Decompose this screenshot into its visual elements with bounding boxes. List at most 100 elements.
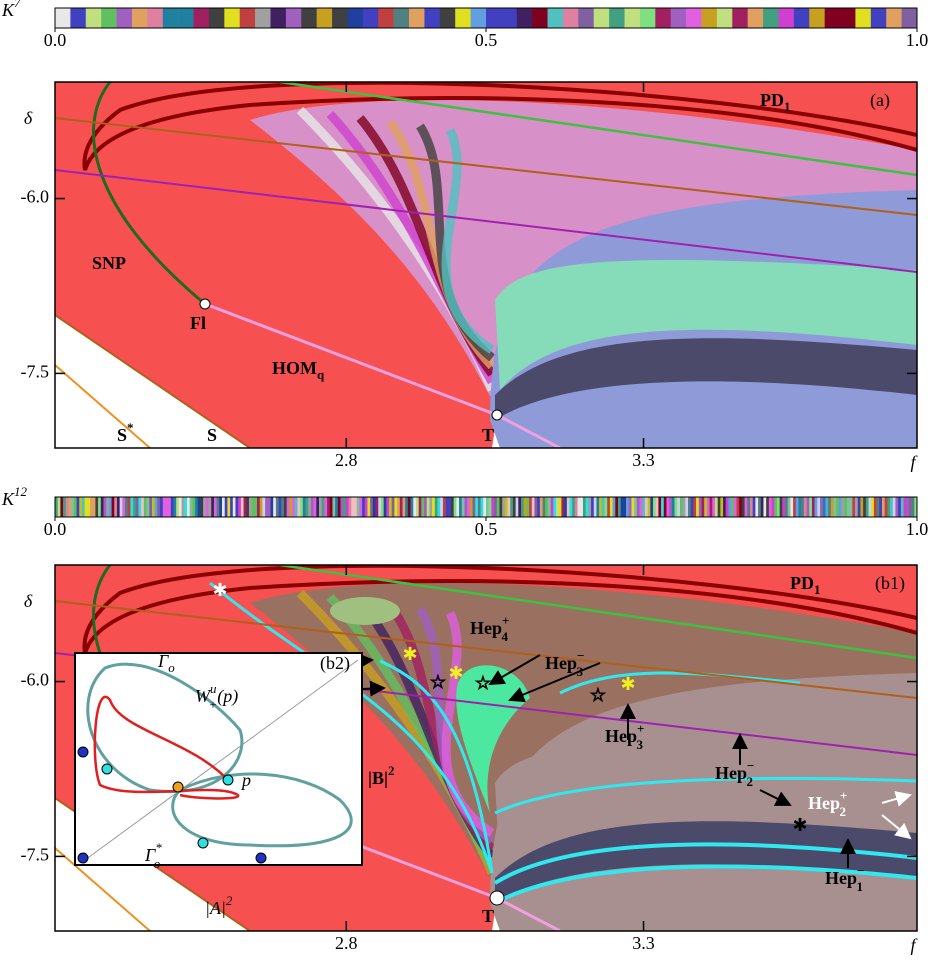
colorbar-cell bbox=[593, 8, 610, 28]
colorbar-cell bbox=[596, 497, 600, 517]
colorbar-cell bbox=[168, 497, 172, 517]
colorbar-cell bbox=[521, 497, 525, 517]
colorbar-cell bbox=[138, 497, 142, 517]
colorbar-cell bbox=[580, 497, 584, 517]
colorbar-cell bbox=[494, 497, 498, 517]
annotation-text: Hep bbox=[808, 793, 840, 813]
colorbar-cell bbox=[873, 497, 877, 517]
y-tick-label: -6.0 bbox=[21, 187, 50, 207]
colorbar-cell bbox=[208, 497, 212, 517]
panel-label: (b1) bbox=[875, 573, 905, 594]
colorbar-cell bbox=[488, 497, 492, 517]
colorbar-cell bbox=[693, 497, 697, 517]
colorbar-cell bbox=[149, 497, 153, 517]
colorbar-cell bbox=[577, 497, 581, 517]
x-tick-label: 2.8 bbox=[335, 933, 358, 953]
colorbar-cell bbox=[512, 497, 516, 517]
colorbar-cell bbox=[539, 497, 543, 517]
annotation-text: PD bbox=[760, 90, 784, 110]
colorbar-cell bbox=[224, 8, 241, 28]
annotation: PD1 bbox=[790, 573, 821, 597]
inset-annotation: Wu +(p) bbox=[195, 681, 238, 712]
colorbar-cell bbox=[189, 497, 193, 517]
inset-annotation-text: |A| bbox=[205, 898, 226, 918]
colorbar-cell bbox=[855, 8, 872, 28]
green-band bbox=[495, 260, 917, 390]
green-line bbox=[279, 565, 917, 660]
colorbar-cell bbox=[771, 497, 775, 517]
colorbar-cell bbox=[114, 497, 118, 517]
colorbar-cell bbox=[496, 497, 500, 517]
colorbar-cell bbox=[380, 497, 384, 517]
colorbar-cell bbox=[550, 497, 554, 517]
colorbar-cell bbox=[840, 8, 856, 28]
colorbar-cell bbox=[340, 497, 344, 517]
plot-area bbox=[55, 82, 917, 448]
colorbar-cell bbox=[501, 8, 518, 28]
colorbar-cell bbox=[647, 497, 651, 517]
annotation-text: PD bbox=[790, 573, 814, 593]
colorbar-cell bbox=[273, 497, 277, 517]
colorbar-cell bbox=[876, 497, 880, 517]
colorbar-cell bbox=[631, 497, 635, 517]
annotation-sub: 3 bbox=[636, 737, 643, 752]
colorbar-cell bbox=[887, 497, 891, 517]
inset-annotation-text: Γ bbox=[144, 845, 156, 865]
colorbar-cell bbox=[267, 497, 271, 517]
annotation: Hep+ 4 bbox=[470, 613, 509, 644]
colorbar-cell bbox=[200, 497, 204, 517]
colorbar-cell bbox=[696, 497, 700, 517]
plot-frame bbox=[54, 564, 918, 932]
colorbar-cell bbox=[639, 497, 643, 517]
colorbar-cell bbox=[716, 8, 733, 28]
colorbar-cell bbox=[391, 497, 395, 517]
colorbar-cell bbox=[424, 497, 428, 517]
colorbar-cell bbox=[723, 497, 727, 517]
colorbar-cell bbox=[354, 497, 357, 517]
colorbar-cell bbox=[60, 497, 64, 517]
colorbar-cell bbox=[170, 497, 174, 517]
colorbar-cell bbox=[830, 497, 834, 517]
colorbar-cell bbox=[523, 497, 527, 517]
colorbar-cell bbox=[79, 497, 83, 517]
colorbar-cell bbox=[133, 497, 137, 517]
colorbar-cell bbox=[747, 8, 764, 28]
colorbar-cell bbox=[507, 497, 511, 517]
colorbar-cell bbox=[655, 497, 659, 517]
colorbar-cell bbox=[160, 497, 164, 517]
colorbar-cell bbox=[585, 497, 589, 517]
colorbar-cell bbox=[399, 497, 403, 517]
colorbar-cell bbox=[822, 497, 826, 517]
colorbar-cell bbox=[70, 8, 87, 28]
colorbar-cell bbox=[898, 497, 902, 517]
colorbar-cell bbox=[480, 497, 484, 517]
colorbar-cell bbox=[318, 497, 322, 517]
panel-label: (b2) bbox=[320, 653, 350, 674]
colorbar-cell bbox=[491, 497, 495, 517]
colorbar-cell bbox=[886, 8, 902, 28]
colorbar-cell bbox=[262, 497, 266, 517]
colorbar-cell bbox=[798, 497, 802, 517]
annotation: PD1 bbox=[760, 90, 791, 114]
colorbar-cell bbox=[566, 497, 570, 517]
inset-annotation-sub: + bbox=[209, 697, 218, 712]
colorbar-cell bbox=[440, 497, 444, 517]
colorbar-cell bbox=[846, 497, 850, 517]
annotation-sup: + bbox=[502, 613, 509, 628]
annotation-text: Hep bbox=[825, 868, 857, 888]
annotation: Hep− 2 bbox=[715, 758, 754, 789]
colorbar-cell bbox=[81, 497, 85, 517]
annotation-text: HOM bbox=[272, 358, 317, 378]
colorbar-cell bbox=[685, 497, 689, 517]
annotation-text: Hep bbox=[545, 653, 577, 673]
colorbar-cell bbox=[634, 497, 638, 517]
colorbar-cell bbox=[193, 8, 210, 28]
colorbar-cell bbox=[604, 497, 608, 517]
colorbar-cell bbox=[300, 497, 304, 517]
annotation-text: Hep bbox=[715, 763, 747, 783]
colorbar-cell bbox=[574, 497, 578, 517]
colorbar-cell bbox=[470, 8, 487, 28]
colorbar-cell bbox=[455, 8, 471, 28]
annotation-sub: 2 bbox=[746, 774, 753, 789]
colorbar-cell bbox=[639, 8, 656, 28]
